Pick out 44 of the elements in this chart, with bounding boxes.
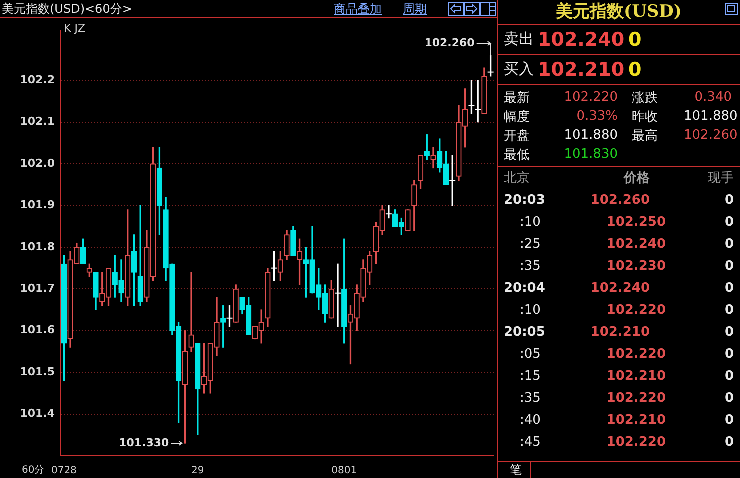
x-tick-label: 0801 xyxy=(332,466,358,477)
candlestick xyxy=(334,264,342,328)
y-tick-label: 101.8 xyxy=(20,240,55,254)
text: 20:04 102.240 0 xyxy=(504,280,734,296)
text: 美元指数(USD) xyxy=(498,0,740,25)
text: 60分 xyxy=(22,464,45,477)
y-tick-label: 101.7 xyxy=(20,282,55,296)
text: 最低 101.830 xyxy=(504,147,618,162)
text: :35 102.230 0 xyxy=(520,258,734,274)
y-tick-label: 101.9 xyxy=(20,198,55,212)
text: :40 102.210 0 xyxy=(520,412,734,428)
annotation: 101.330 xyxy=(119,436,170,450)
text: 买入 102.210 0 xyxy=(504,58,642,80)
candlestick xyxy=(385,205,392,219)
text: :05 102.220 0 xyxy=(520,346,734,362)
candlestick xyxy=(188,272,194,352)
annotation: K JZ xyxy=(64,22,86,35)
text: 卖出 102.240 0 xyxy=(504,28,642,50)
text: 20:05 102.210 0 xyxy=(504,324,734,340)
y-tick-label: 102.0 xyxy=(20,156,56,170)
text: 开盘 101.880 最高 102.260 xyxy=(504,128,738,144)
y-tick-label: 101.4 xyxy=(20,407,56,420)
text: 20:03 102.260 0 xyxy=(504,192,734,208)
text: 最新 102.220 涨跌 0.340 xyxy=(504,90,732,106)
x-tick-label: 29 xyxy=(192,466,204,477)
text: :25 102.240 0 xyxy=(520,236,734,252)
text: 周期 xyxy=(403,1,427,18)
text: :15 102.210 0 xyxy=(520,368,734,384)
y-tick-label: 101.6 xyxy=(20,324,56,337)
y-tick-label: 101.5 xyxy=(20,365,55,378)
text: :10 102.250 0 xyxy=(520,214,734,230)
text: :35 102.220 0 xyxy=(520,390,734,406)
candlestick xyxy=(430,147,436,169)
annotation: 102.260 xyxy=(424,36,476,50)
text: :45 102.220 0 xyxy=(520,434,734,450)
y-tick-label: 102.2 xyxy=(20,74,55,87)
text: 商品叠加 xyxy=(334,1,382,18)
text: 幅度 0.33% 昨收 101.880 xyxy=(504,109,738,124)
text: :10 102.220 0 xyxy=(520,302,734,318)
chart-title: 美元指数(USD)<60分> xyxy=(2,1,132,18)
y-tick-label: 102.1 xyxy=(20,115,55,128)
x-tick-label: 0728 xyxy=(51,466,77,477)
text: 笔 xyxy=(502,462,531,478)
text: 北京 价格 现手 xyxy=(504,171,734,186)
